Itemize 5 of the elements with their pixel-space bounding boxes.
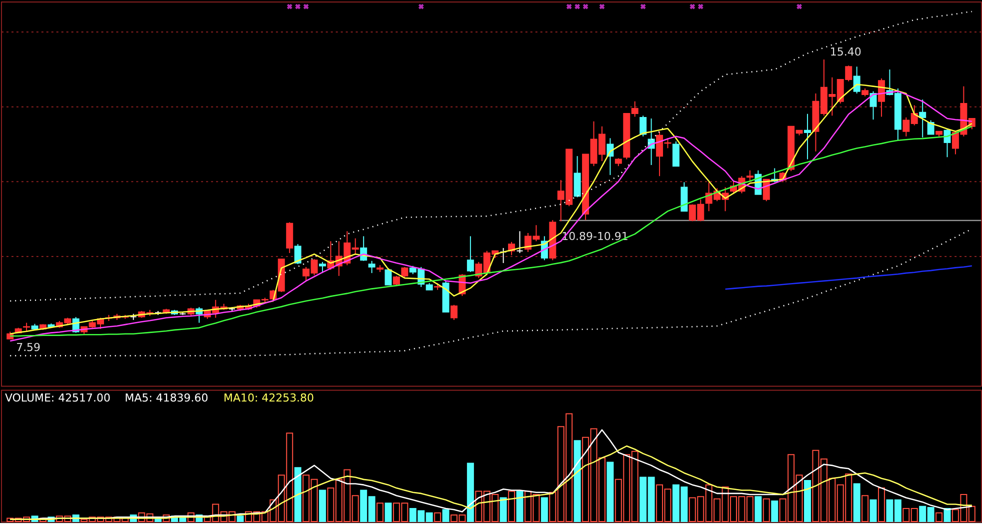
annotation: 7.59: [16, 340, 41, 354]
annotation: 15.40: [830, 45, 862, 58]
text: VOLUME: 42517.00: [4, 392, 110, 405]
text: MA5: 41839.60: [124, 392, 208, 405]
text: MA10: 42253.80: [224, 392, 314, 405]
